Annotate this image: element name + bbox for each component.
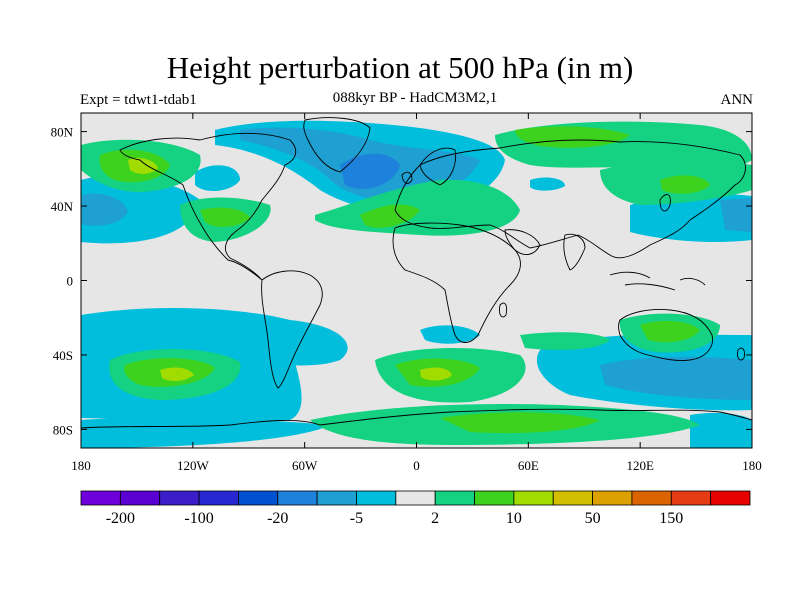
colorbar-swatch [316,490,357,506]
northwest-canada-low [195,165,240,192]
x-tick-label: 180 [742,458,762,473]
colorbar: -200 -100 -20 -5 2 10 50 150 [80,490,751,527]
antarctica-coast [81,408,752,429]
colorbar-label: -100 [184,510,213,527]
colorbar-label: -20 [267,510,288,527]
x-tick-label: 180 [71,458,91,473]
colorbar-swatch [513,490,554,506]
experiment-label: Expt = tdwt1-tdab1 [80,92,197,108]
x-tick-label: 60W [292,458,318,473]
colorbar-label: 50 [585,510,601,527]
colorbar-swatch [395,490,436,506]
west-pacific-low-core [720,198,752,232]
colorbar-swatch [474,490,515,506]
coastlines [81,117,752,429]
subtitle: 088kyr BP - HadCM3M2,1 [332,90,498,106]
map-ticks: 180 120W 60W 0 60E 120E 180 80N 40N 0 40S 80S [51,113,762,473]
y-tick-label: 80N [51,125,74,140]
colorbar-swatch [670,490,712,506]
y-tick-label: 80S [53,422,73,437]
south-pacific-high-peak [160,367,194,382]
colorbar-swatch [356,490,397,506]
x-tick-label: 120W [177,458,210,473]
east-asia-high-core [660,175,710,194]
arabia-coast [504,229,541,256]
colorbar-swatch [631,490,672,506]
colorbar-swatch [198,490,239,506]
northeast-pacific-high-peak [128,157,158,174]
y-tick-label: 40N [51,199,74,214]
eastern-north-america-high-core [200,207,250,227]
south-atlantic-low [420,325,480,344]
south-atlantic-high-peak [420,367,452,381]
colorbar-swatch [592,490,633,506]
colorbar-swatch [434,490,475,506]
africa-coast [392,222,521,343]
north-pacific-low [81,176,200,244]
scandinavia-coast [419,147,457,186]
page-title: Height perturbation at 500 hPa (in m) [166,50,634,85]
y-tick-label: 40S [53,348,73,363]
season-label: ANN [720,92,754,108]
colorbar-label: -5 [350,510,363,527]
madagascar-coast [499,302,508,318]
antarctic-high-core [440,412,600,434]
mid-ocean-high [520,332,610,350]
uk-coast [401,171,413,184]
south-indian-low-core [600,356,752,400]
y-tick-label: 0 [67,274,74,289]
colorbar-swatch [80,490,121,506]
colorbar-swatch [277,490,318,506]
colorbar-swatch [159,490,200,506]
anomaly-fields [81,120,752,448]
siberia-high-core [515,126,630,148]
x-tick-label: 0 [413,458,420,473]
north-atlantic-low-core [340,153,400,189]
south-america-coast [261,270,323,389]
australia-high-core [640,320,700,343]
europe-high-core [360,204,420,228]
x-tick-label: 120E [626,458,654,473]
colorbar-label: 2 [431,510,439,527]
north-pacific-low-core [81,193,128,226]
japan-coast [659,194,671,212]
x-tick-label: 60E [518,458,539,473]
colorbar-label: 150 [659,510,683,527]
colorbar-label: 10 [506,510,522,527]
antarctic-low-east [690,412,752,448]
greenland-coast [303,117,371,173]
colorbar-swatch [710,490,751,506]
atlantic-low [530,177,565,191]
india-coast [563,233,586,271]
colorbar-swatch [552,490,593,506]
colorbar-label: -200 [106,510,135,527]
colorbar-swatch [119,490,161,506]
north-america-coast [119,132,297,281]
eurasia-coast [394,139,746,259]
australia-coast [618,309,713,361]
colorbar-swatch [238,490,279,506]
antarctic-low [81,417,330,448]
new-zealand-coast [737,347,745,361]
indonesia-coast [609,271,706,291]
